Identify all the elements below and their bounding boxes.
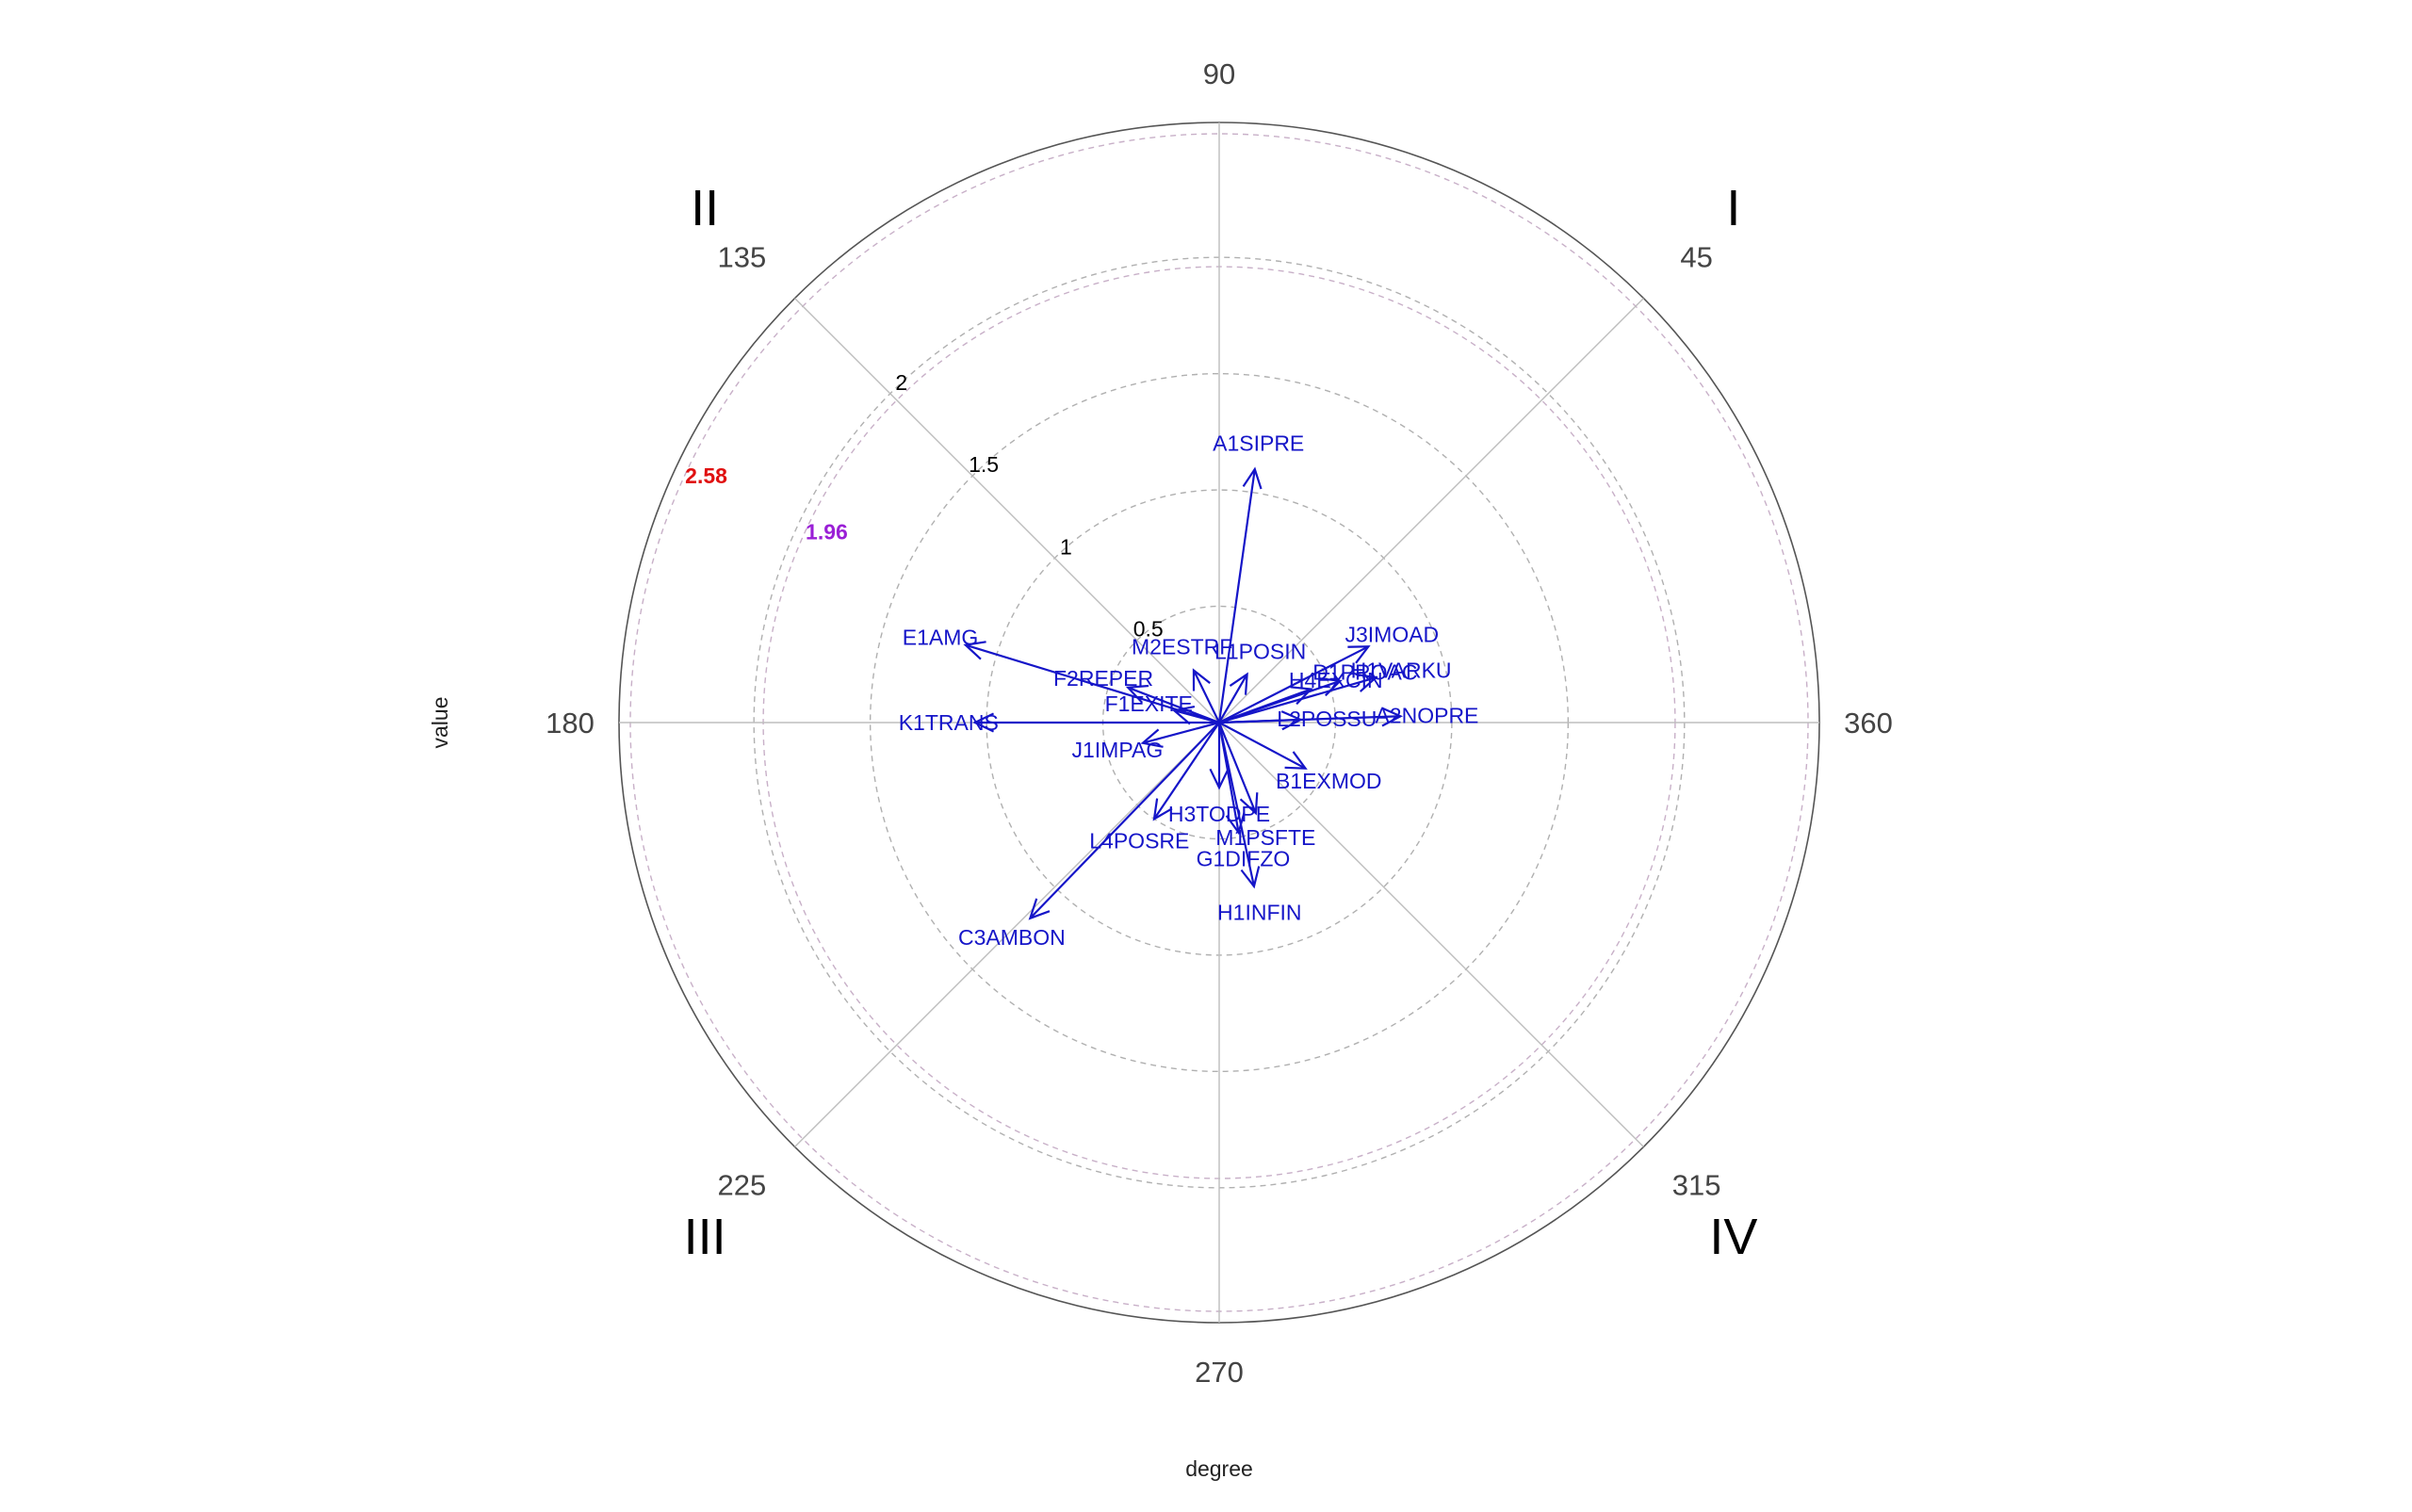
vector-head-H1VARKU [1355,673,1378,692]
vector-label-K1TRANS: K1TRANS [899,710,999,735]
vector-head-M1PSFTE [1239,792,1259,816]
vector-head-J1IMPAG [1140,728,1164,748]
degree-label-315: 315 [1672,1169,1721,1202]
vector-head-B1EXMOD [1284,751,1308,770]
quadrant-label-II: II [691,180,719,236]
vector-line-M2ESTRF [1192,670,1220,723]
vector-label-H4EXCIN: H4EXCIN [1289,668,1383,692]
vector-line-B1EXMOD [1218,722,1307,770]
vector-label-H1INFIN: H1INFIN [1217,900,1301,924]
vector-label-C3AMBON: C3AMBON [958,925,1066,950]
vector-line-C3AMBON [1029,722,1220,919]
vector-label-L2POSSU: L2POSSU [1277,707,1377,731]
vector-line-F2REPER [1127,686,1220,724]
degree-label-135: 135 [717,240,766,273]
vector-line-J3IMOAD [1218,645,1369,723]
vector-head-C3AMBON [1028,898,1051,920]
vector-label-G1DIFZO: G1DIFZO [1197,846,1291,870]
vector-label-L4POSRE: L4POSRE [1089,829,1189,854]
vector-head-G1DIFZO [1225,812,1246,836]
vector-line-H1VARKU [1218,676,1377,724]
vector-line-J1IMPAG [1142,721,1220,744]
vector-label-A1SIPRE: A1SIPRE [1213,431,1304,455]
vector-label-J3IMOAD: J3IMOAD [1345,623,1439,647]
vector-head-D1PROAC [1319,677,1343,697]
degree-label-270: 270 [1195,1356,1244,1389]
ring-label-0: 0.5 [1133,617,1164,642]
vector-label-H1VARKU: H1VARKU [1351,658,1452,683]
vector-layer [963,466,1403,920]
vector-label-F2REPER: F2REPER [1053,666,1153,691]
y-axis-title: value [428,697,452,749]
vector-head-L1POSIN [1229,672,1248,695]
vector-label-F1EXITE: F1EXITE [1105,691,1193,716]
degree-label-360: 360 [1844,707,1893,740]
vector-head-L2POSSU [1280,710,1303,731]
quadrant-label-I: I [1726,180,1740,236]
vector-head-A2NOPRE [1380,707,1403,727]
vector-head-H1INFIN [1240,866,1261,889]
ring-label-1: 1 [1060,534,1072,559]
critical-label-1: 2.58 [685,463,727,488]
vector-line-H1INFIN [1217,722,1256,887]
vector-head-J3IMOAD [1347,645,1371,664]
vector-head-H3TODPE [1209,768,1230,790]
vector-head-E1AMG [963,641,986,660]
vector-line-L2POSSU [1218,718,1301,724]
degree-label-225: 225 [717,1169,766,1202]
vector-label-M2ESTRF: M2ESTRF [1132,634,1232,658]
vector-label-D1PROAC: D1PROAC [1312,660,1417,685]
vector-head-F1EXITE [1171,706,1196,725]
vector-head-A1SIPRE [1242,466,1263,490]
x-axis-title: degree [1185,1456,1253,1481]
vector-line-A1SIPRE [1217,468,1256,723]
ring-label-3: 2 [895,370,907,395]
vector-head-K1TRANS [972,712,995,733]
vector-label-L1POSIN: L1POSIN [1214,639,1306,663]
vector-line-L1POSIN [1218,674,1248,723]
vector-label-H3TODPE: H3TODPE [1168,802,1270,826]
critical-label-0: 1.96 [806,519,848,544]
degree-label-90: 90 [1203,57,1235,90]
vector-line-L4POSRE [1153,722,1220,820]
vector-line-M1PSFTE [1217,722,1257,814]
vector-line-F1EXITE [1174,709,1220,724]
vector-label-B1EXMOD: B1EXMOD [1276,769,1381,793]
quadrant-label-IV: IV [1709,1209,1757,1265]
vector-label-E1AMG: E1AMG [903,626,979,650]
vector-head-H4EXCIN [1290,686,1313,706]
degree-label-180: 180 [546,707,595,740]
vector-head-L4POSRE [1152,798,1173,821]
degree-label-45: 45 [1680,240,1712,273]
vector-label-A2NOPRE: A2NOPRE [1375,703,1478,727]
vector-label-J1IMPAG: J1IMPAG [1072,738,1164,762]
vector-head-F2REPER [1125,684,1149,704]
quadrant-label-III: III [684,1209,726,1265]
vector-label-M1PSFTE: M1PSFTE [1215,825,1315,850]
ring-label-2: 1.5 [969,452,999,477]
vector-line-H4EXCIN [1218,688,1312,724]
vector-head-M2ESTRF [1192,668,1211,691]
